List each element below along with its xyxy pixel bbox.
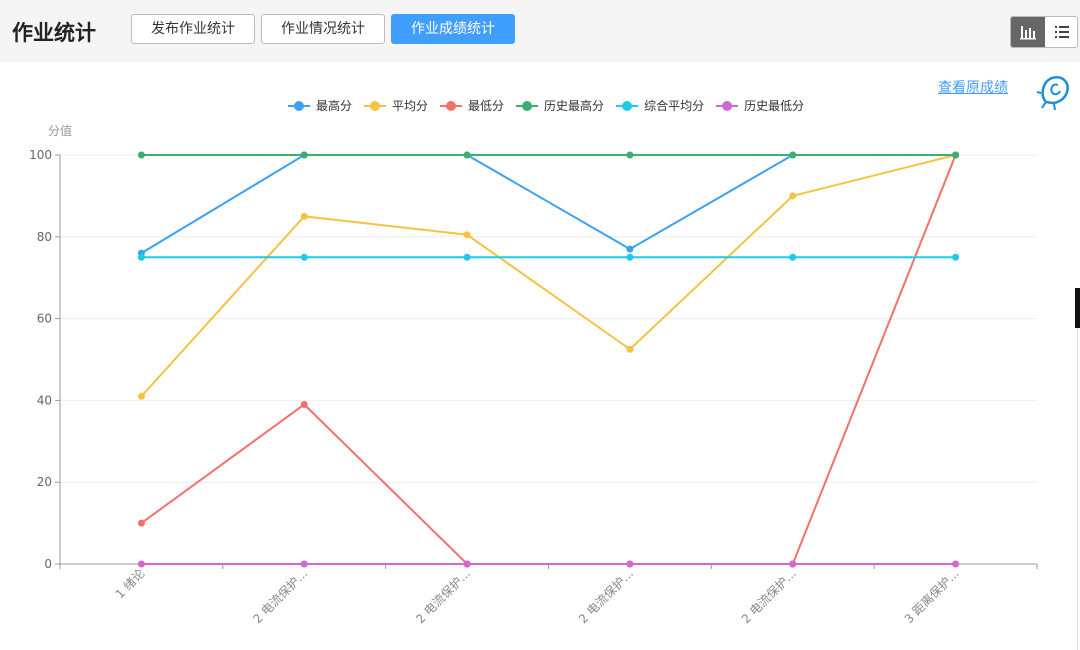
data-point[interactable] <box>789 192 797 200</box>
x-tick-label: 3 距离保护... <box>901 566 962 627</box>
data-point[interactable] <box>463 151 471 159</box>
data-point[interactable] <box>789 560 797 568</box>
legend-marker <box>522 101 533 111</box>
data-point[interactable] <box>300 253 308 261</box>
data-point[interactable] <box>137 519 145 527</box>
legend-label: 综合平均分 <box>644 98 704 113</box>
chart-view-button[interactable] <box>1011 17 1045 47</box>
data-point[interactable] <box>137 392 145 400</box>
series-2 <box>137 151 960 568</box>
bar-chart-icon <box>1020 26 1036 40</box>
page-title: 作业统计 <box>12 21 96 45</box>
legend-marker <box>722 101 733 111</box>
tab-status-stats[interactable]: 作业情况统计 <box>261 14 385 44</box>
data-point[interactable] <box>300 151 308 159</box>
x-tick-label: 2 电流保护... <box>576 566 636 626</box>
y-tick-label: 100 <box>29 148 52 162</box>
tab-score-stats[interactable]: 作业成绩统计 <box>391 14 515 44</box>
data-point[interactable] <box>789 151 797 159</box>
data-point[interactable] <box>626 560 634 568</box>
score-line-chart: 最高分 平均分 最低分 历史最高分 综合平均分 历史最低分 分值 0 20 40 60 80 100… <box>29 98 1038 627</box>
list-view-button[interactable] <box>1045 17 1077 47</box>
data-point[interactable] <box>137 151 145 159</box>
data-point[interactable] <box>463 560 471 568</box>
y-tick-label: 40 <box>37 393 52 407</box>
legend-marker <box>370 101 381 111</box>
x-tick-label: 2 电流保护... <box>413 566 473 626</box>
bulb-mascot-icon <box>1036 76 1069 111</box>
legend-marker <box>622 101 633 111</box>
data-point[interactable] <box>463 231 471 239</box>
legend-label: 最低分 <box>468 99 504 113</box>
y-tick-label: 20 <box>37 475 52 489</box>
tab-publish-stats[interactable]: 发布作业统计 <box>131 14 255 44</box>
data-point[interactable] <box>300 400 308 408</box>
legend-label: 历史最高分 <box>544 98 604 113</box>
data-point[interactable] <box>626 345 634 353</box>
legend-item[interactable]: 最高分 <box>288 98 352 113</box>
legend-label: 历史最低分 <box>744 99 804 113</box>
data-point[interactable] <box>137 560 145 568</box>
y-tick-label: 60 <box>37 312 52 326</box>
legend-marker <box>446 101 457 111</box>
data-point[interactable] <box>626 245 634 253</box>
legend-marker <box>294 101 304 111</box>
list-icon <box>1055 26 1069 38</box>
legend-item[interactable]: 平均分 <box>364 99 428 113</box>
legend-item[interactable]: 综合平均分 <box>616 98 704 113</box>
data-point[interactable] <box>952 151 960 159</box>
data-point[interactable] <box>952 560 960 568</box>
y-axis-label: 分值 <box>48 123 72 138</box>
series-4 <box>137 253 960 261</box>
legend-item[interactable]: 历史最低分 <box>716 99 804 113</box>
legend-label: 平均分 <box>392 99 428 113</box>
series-line <box>140 154 957 565</box>
data-point[interactable] <box>952 253 960 261</box>
x-tick-label: 1 绪论 <box>113 566 148 601</box>
series-line <box>140 154 956 397</box>
view-original-scores-link[interactable]: 查看原成绩 <box>938 80 1008 96</box>
legend-item[interactable]: 最低分 <box>440 99 504 113</box>
scrollbar-track <box>1077 328 1078 650</box>
data-point[interactable] <box>626 253 634 261</box>
data-point[interactable] <box>300 212 308 220</box>
series-0 <box>137 151 960 257</box>
x-tick-label: 2 电流保护... <box>739 566 799 626</box>
series-5 <box>137 560 960 568</box>
scrollbar-thumb[interactable] <box>1075 288 1080 328</box>
data-point[interactable] <box>300 560 308 568</box>
legend-label: 最高分 <box>316 98 352 113</box>
series <box>137 151 960 568</box>
data-point[interactable] <box>626 151 634 159</box>
legend-item[interactable]: 历史最高分 <box>516 98 604 113</box>
data-point[interactable] <box>463 253 471 261</box>
y-tick-label: 80 <box>37 230 52 244</box>
data-point[interactable] <box>137 253 145 261</box>
y-tick-label: 0 <box>44 557 52 571</box>
x-tick-label: 2 电流保护... <box>250 566 310 626</box>
axes: 0 20 40 60 80 100 1 绪论 2 电流保护... 2 电流保护... 2 电流保护… <box>29 148 1038 627</box>
series-1 <box>137 151 960 400</box>
series-line <box>140 154 956 255</box>
legend: 最高分 平均分 最低分 历史最高分 综合平均分 历史最低分 <box>288 98 804 113</box>
view-toggle <box>1010 16 1078 48</box>
top-bar: 作业统计 发布作业统计 作业情况统计 作业成绩统计 <box>0 0 1080 62</box>
data-point[interactable] <box>789 253 797 261</box>
series-3 <box>137 151 960 159</box>
